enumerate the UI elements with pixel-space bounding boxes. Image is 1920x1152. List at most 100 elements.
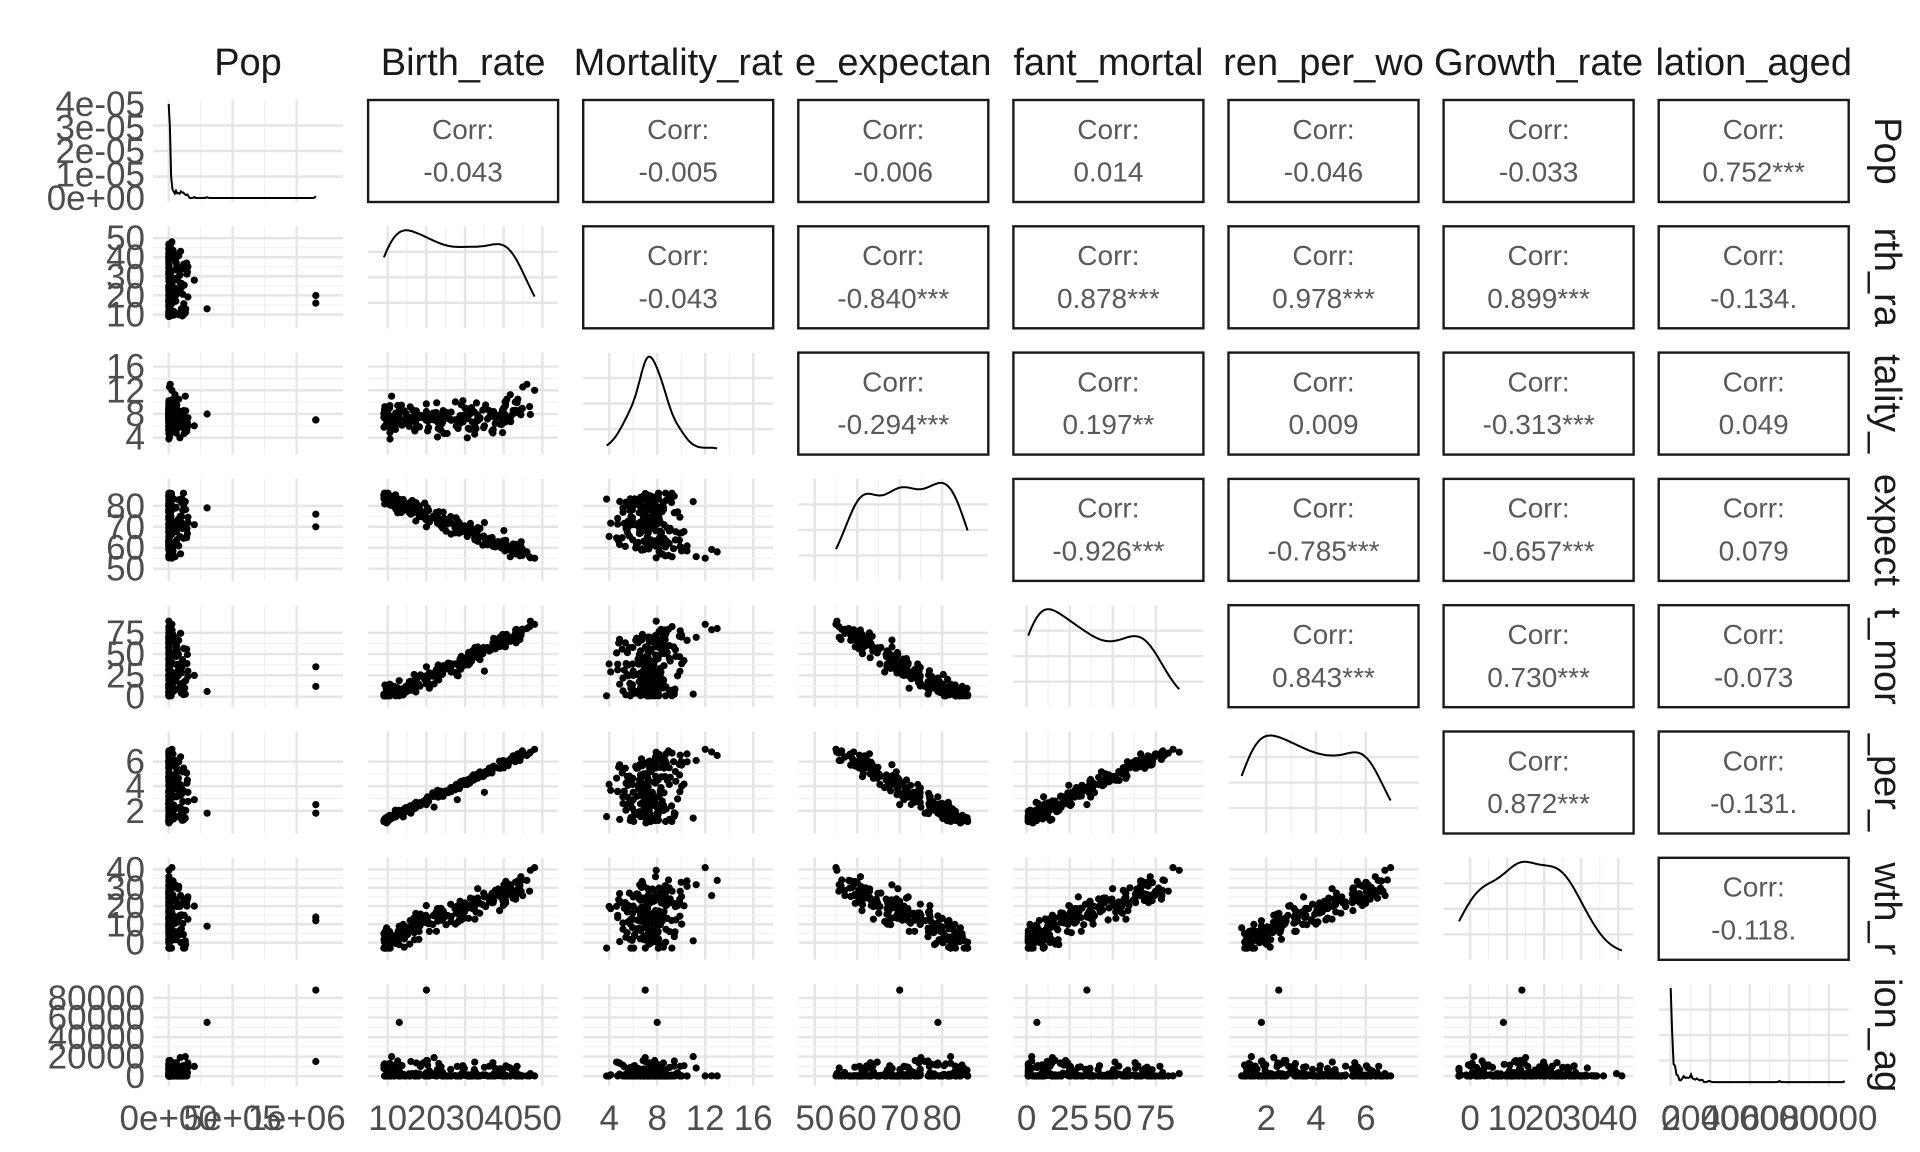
correlation-box	[1012, 351, 1205, 456]
data-point	[1291, 914, 1299, 922]
data-point	[181, 814, 189, 822]
data-point	[474, 885, 482, 893]
data-point	[312, 1057, 320, 1066]
data-point	[708, 626, 716, 634]
data-point	[1057, 918, 1066, 926]
data-point	[616, 890, 624, 898]
data-point	[472, 425, 480, 433]
data-point	[621, 639, 629, 647]
data-point	[447, 513, 455, 521]
data-point	[657, 753, 665, 761]
correlation-heading: Corr:	[1292, 493, 1354, 524]
data-point	[474, 643, 482, 651]
data-point	[496, 890, 504, 898]
data-point	[1105, 778, 1113, 786]
data-point	[386, 435, 394, 443]
density-curve	[606, 355, 718, 450]
data-point	[172, 253, 180, 261]
data-point	[668, 944, 676, 952]
data-point	[845, 751, 853, 760]
data-point	[668, 553, 676, 561]
data-point	[713, 876, 721, 885]
data-point	[312, 416, 320, 424]
data-point	[395, 504, 403, 512]
data-point	[480, 667, 488, 675]
data-point	[490, 407, 498, 416]
data-point	[190, 796, 198, 804]
data-point	[1082, 900, 1090, 908]
data-point	[1137, 883, 1145, 892]
data-point	[853, 633, 861, 641]
data-point	[1105, 904, 1113, 912]
data-point	[1355, 890, 1364, 898]
data-point	[1349, 907, 1357, 915]
correlation-box	[1227, 351, 1420, 456]
data-point	[865, 750, 874, 758]
data-point	[177, 518, 185, 527]
data-point	[531, 745, 539, 753]
data-point	[1026, 920, 1034, 929]
data-point	[628, 936, 636, 944]
data-point	[641, 920, 649, 929]
data-point	[701, 620, 709, 628]
data-point	[165, 764, 173, 772]
data-point	[934, 809, 942, 817]
data-point	[407, 416, 415, 424]
data-point	[925, 908, 933, 916]
correlation-heading: Corr:	[1292, 366, 1354, 397]
data-point	[847, 892, 855, 901]
data-point	[1349, 884, 1357, 892]
data-point	[643, 769, 651, 778]
data-point	[643, 793, 651, 801]
data-point	[676, 751, 684, 759]
panel-r4-c2	[368, 478, 559, 581]
data-point	[439, 908, 447, 916]
data-point	[422, 508, 430, 516]
data-point	[175, 395, 183, 403]
data-point	[894, 885, 902, 893]
correlation-value: -0.313***	[1483, 409, 1595, 440]
correlation-heading: Corr:	[1507, 745, 1569, 776]
correlation-heading: Corr:	[432, 114, 494, 145]
data-point	[531, 620, 539, 628]
data-point	[489, 639, 497, 647]
data-point	[453, 422, 461, 430]
data-point	[614, 514, 622, 523]
data-point	[1276, 929, 1284, 937]
data-point	[526, 403, 534, 411]
data-point	[888, 761, 896, 769]
data-point	[433, 671, 441, 680]
data-point	[641, 523, 649, 531]
data-point	[1066, 796, 1074, 804]
data-point	[603, 495, 611, 503]
correlation-heading: Corr:	[647, 240, 709, 271]
data-point	[173, 262, 181, 270]
data-point	[166, 653, 174, 661]
panel-r5-c7: Corr:0.730***	[1442, 604, 1635, 709]
correlation-box	[1657, 477, 1850, 583]
data-point	[463, 434, 471, 442]
data-point	[1112, 914, 1120, 922]
data-point	[665, 884, 673, 892]
panel-r3-c6: Corr:0.009	[1227, 351, 1420, 456]
data-point	[181, 309, 189, 317]
data-point	[641, 512, 649, 520]
data-point	[1270, 911, 1278, 919]
correlation-box	[1012, 98, 1205, 204]
data-point	[471, 430, 479, 438]
data-point	[386, 428, 394, 437]
data-point	[845, 624, 853, 633]
data-point	[875, 909, 883, 917]
data-point	[1285, 902, 1293, 910]
panel-r1-c4: Corr:-0.006	[797, 98, 990, 204]
data-point	[531, 864, 539, 872]
data-point	[384, 422, 393, 430]
data-point	[415, 513, 423, 521]
panel-r3-c7: Corr:-0.313***	[1442, 351, 1635, 456]
data-point	[168, 878, 177, 886]
data-point	[623, 649, 632, 657]
data-point	[917, 911, 925, 919]
data-point	[893, 648, 902, 657]
data-point	[683, 547, 691, 555]
data-point	[430, 803, 438, 811]
